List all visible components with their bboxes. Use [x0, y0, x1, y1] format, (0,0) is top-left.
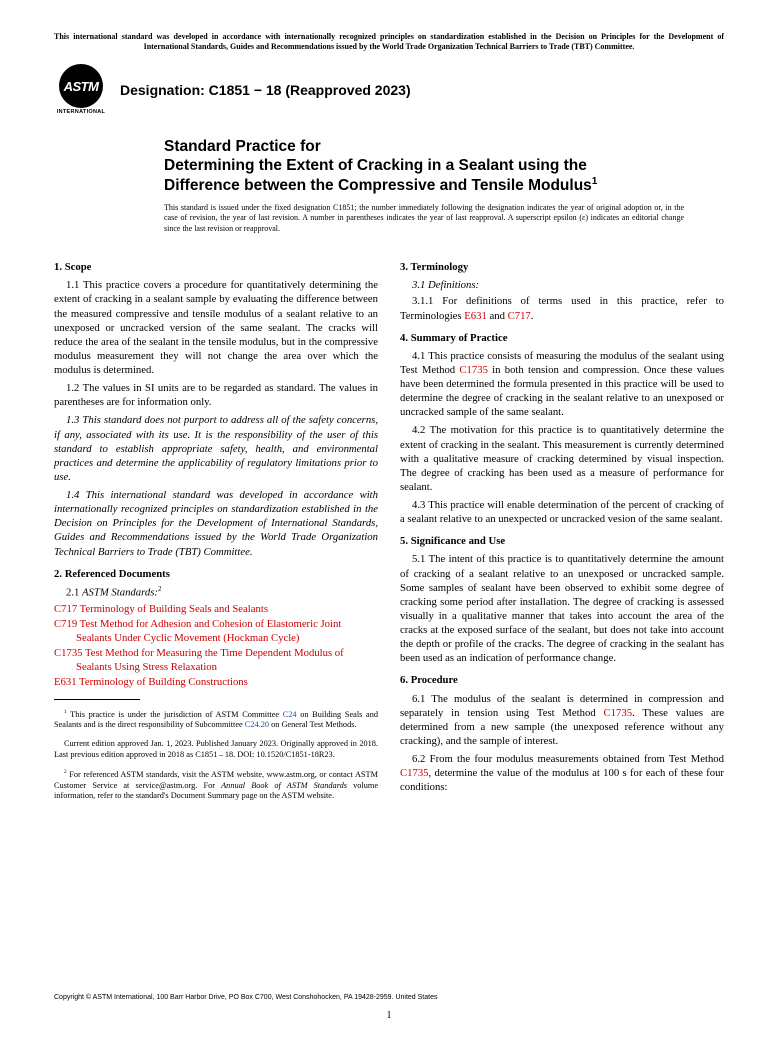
para-3-1-1: 3.1.1 For definitions of terms used in t…: [400, 294, 724, 322]
para-1-2: 1.2 The values in SI units are to be reg…: [54, 381, 378, 409]
significance-heading: 5. Significance and Use: [400, 534, 724, 548]
title-line-1: Standard Practice for: [164, 137, 724, 156]
ref-e631[interactable]: E631 Terminology of Building Constructio…: [54, 675, 378, 689]
scope-heading: 1. Scope: [54, 260, 378, 274]
link-e631[interactable]: E631: [464, 310, 487, 322]
para-6-2: 6.2 From the four modulus measurements o…: [400, 752, 724, 794]
title-block: Standard Practice for Determining the Ex…: [164, 137, 724, 195]
para-4-3: 4.3 This practice will enable determinat…: [400, 498, 724, 526]
link-c24[interactable]: C24: [283, 709, 297, 718]
para-2-1: 2.1 ASTM Standards:2: [54, 585, 378, 600]
title-line-2: Determining the Extent of Cracking in a …: [164, 156, 724, 175]
summary-heading: 4. Summary of Practice: [400, 331, 724, 345]
tbt-committee-note: This international standard was develope…: [54, 32, 724, 53]
right-column: 3. Terminology 3.1 Definitions: 3.1.1 Fo…: [400, 252, 724, 806]
link-c1735-b[interactable]: C1735: [604, 707, 633, 719]
footnote-1b: Current edition approved Jan. 1, 2023. P…: [54, 739, 378, 761]
link-c1735-a[interactable]: C1735: [459, 364, 488, 376]
reference-list: C717 Terminology of Building Seals and S…: [54, 602, 378, 690]
link-c24-20[interactable]: C24.20: [245, 720, 269, 729]
left-column: 1. Scope 1.1 This practice covers a proc…: [54, 252, 378, 806]
para-4-2: 4.2 The motivation for this practice is …: [400, 423, 724, 494]
procedure-heading: 6. Procedure: [400, 673, 724, 687]
link-c717[interactable]: C717: [508, 310, 531, 322]
copyright-line: Copyright © ASTM International, 100 Barr…: [54, 994, 438, 1001]
astm-logo-circle: ASTM: [59, 64, 103, 108]
astm-logo: ASTM INTERNATIONAL: [54, 63, 108, 117]
footnote-rule: [54, 699, 140, 700]
designation: Designation: C1851 − 18 (Reapproved 2023…: [120, 82, 411, 98]
refdocs-heading: 2. Referenced Documents: [54, 567, 378, 581]
terminology-heading: 3. Terminology: [400, 260, 724, 274]
ref-c717[interactable]: C717 Terminology of Building Seals and S…: [54, 602, 378, 616]
issued-under-note: This standard is issued under the fixed …: [164, 203, 724, 234]
para-1-1: 1.1 This practice covers a procedure for…: [54, 278, 378, 377]
ref-c719[interactable]: C719 Test Method for Adhesion and Cohesi…: [54, 617, 378, 645]
para-4-1: 4.1 This practice consists of measuring …: [400, 349, 724, 420]
astm-logo-subtext: INTERNATIONAL: [57, 109, 105, 115]
ref-c1735[interactable]: C1735 Test Method for Measuring the Time…: [54, 646, 378, 674]
para-5-1: 5.1 The intent of this practice is to qu…: [400, 552, 724, 665]
title-line-3-text: Difference between the Compressive and T…: [164, 177, 592, 194]
para-6-1: 6.1 The modulus of the sealant is determ…: [400, 692, 724, 749]
para-1-4: 1.4 This international standard was deve…: [54, 488, 378, 559]
title-superscript: 1: [592, 176, 598, 187]
page-number: 1: [0, 1010, 778, 1021]
header-row: ASTM INTERNATIONAL Designation: C1851 − …: [54, 63, 724, 117]
link-c1735-c[interactable]: C1735: [400, 767, 429, 779]
para-1-3: 1.3 This standard does not purport to ad…: [54, 413, 378, 484]
footnote-1a: 1 This practice is under the jurisdictio…: [54, 709, 378, 731]
two-column-body: 1. Scope 1.1 This practice covers a proc…: [54, 252, 724, 806]
title-line-3: Difference between the Compressive and T…: [164, 176, 724, 196]
para-3-1: 3.1 Definitions:: [400, 278, 724, 292]
page: This international standard was develope…: [0, 0, 778, 1041]
footnote-2: 2 For referenced ASTM standards, visit t…: [54, 769, 378, 802]
